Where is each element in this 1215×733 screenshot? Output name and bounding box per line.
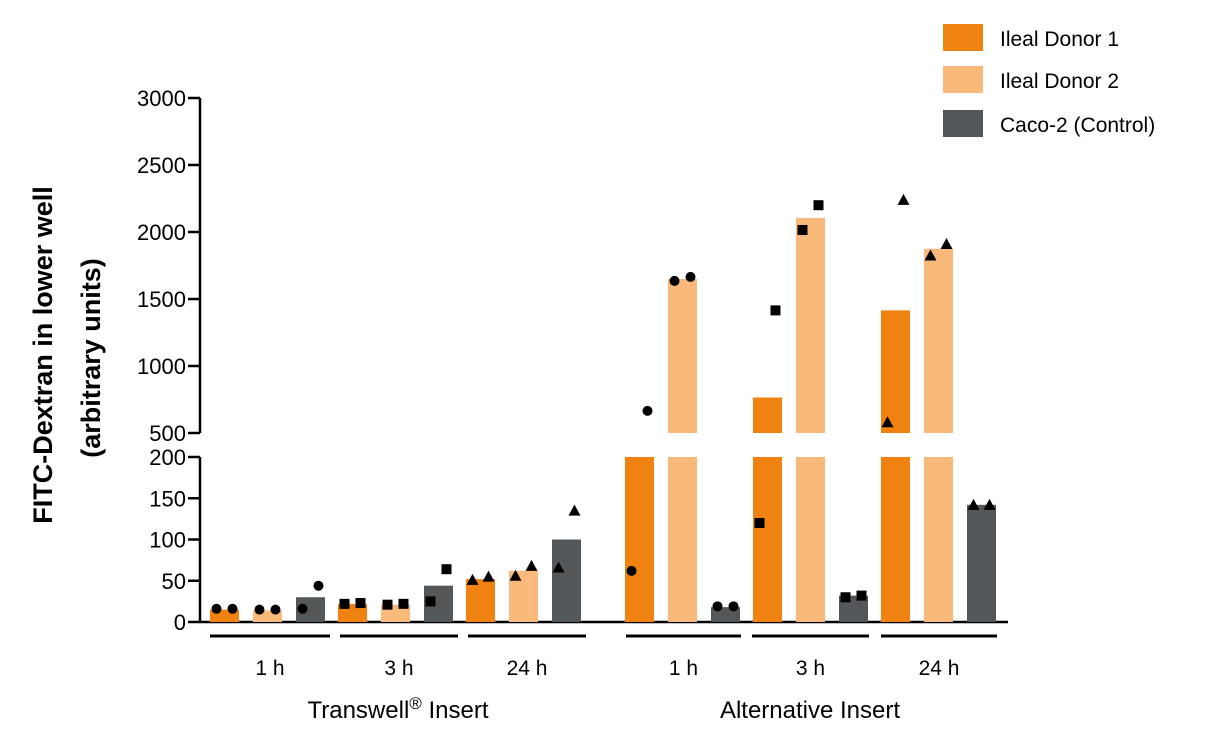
legend-label: Ileal Donor 2 [1000,70,1119,93]
data-points [211,193,996,615]
point-circle [270,604,281,615]
point-circle [254,604,265,615]
point-triangle [983,498,996,510]
point-square [770,305,781,316]
y-tick-label: 100 [149,528,186,553]
legend-swatch [943,24,983,51]
y-axis-title-line1: FITC-Dextran in lower well [28,186,58,524]
point-circle [313,580,324,591]
bar-lower-segment [881,457,910,622]
point-square [754,518,765,528]
y-tick-label: 1000 [137,354,186,379]
bar-lower-segment [924,457,953,622]
point-triangle [509,569,522,581]
bar-lower-segment [753,457,782,622]
point-triangle [897,193,910,205]
bar-upper-segment [668,278,697,433]
y-axis-title-line2: (arbitrary units) [76,258,106,458]
point-square [813,200,824,211]
y-tick-label: 2000 [137,220,186,245]
point-circle [669,275,680,286]
point-square [441,564,452,575]
point-square [398,598,409,609]
point-square [339,598,350,609]
point-square [797,224,808,235]
category-label: 24 h [507,657,548,680]
point-square [355,598,366,609]
bar-upper-segment [753,397,782,433]
point-triangle [881,416,894,428]
bar-upper-segment [924,248,953,433]
point-circle [642,405,653,416]
y-tick-label: 1500 [137,287,186,312]
category-label: 1 h [255,657,284,680]
legend: Ileal Donor 1 Ileal Donor 2 Caco-2 (Contro… [943,24,1155,137]
point-square [856,590,867,601]
point-circle [297,603,308,614]
point-triangle [568,504,581,516]
point-triangle [525,559,538,571]
y-tick-label: 200 [149,445,186,470]
bar-upper-segment [796,217,825,433]
x-axis-labels: 1 h 3 h 24 h 1 h 3 h 24 h Transwell® Insert Alt… [210,634,997,725]
point-circle [626,565,637,576]
category-label: 1 h [669,657,698,680]
point-circle [712,601,723,612]
point-triangle [482,570,495,582]
category-label: 3 h [796,657,825,680]
bar [253,610,282,622]
bar-lower-segment [796,457,825,622]
y-tick-label: 2500 [137,153,186,178]
category-label: 24 h [919,657,960,680]
legend-label: Caco-2 (Control) [1000,114,1155,137]
y-axis-title: FITC-Dextran in lower well (arbitrary un… [28,186,106,524]
bar [552,539,581,622]
bar-upper-segment [881,310,910,433]
point-triangle [940,238,953,250]
point-triangle [967,498,980,510]
point-circle [227,603,238,614]
group-label: Transwell® Insert [307,694,488,725]
point-circle [685,271,696,282]
bars [210,217,996,622]
y-tick-label: 500 [149,421,186,446]
y-tick-label: 150 [149,486,186,511]
bar-lower-segment [625,457,654,622]
point-square [382,599,393,610]
bar-lower-segment [668,457,697,622]
y-tick-label: 0 [174,610,186,635]
axes: 500 1000 1500 2000 2500 3000 0 50 100 150 200 [137,86,1008,635]
point-triangle [924,249,937,261]
point-square [840,592,851,603]
group-label: Alternative Insert [720,697,900,724]
legend-swatch [943,66,983,93]
y-tick-label: 50 [162,569,186,594]
point-triangle [466,573,479,585]
bar [466,579,495,622]
point-circle [728,601,739,612]
point-triangle [552,561,565,573]
legend-label: Ileal Donor 1 [1000,28,1119,51]
point-circle [211,603,222,614]
legend-swatch [943,110,983,137]
bar [967,504,996,622]
category-label: 3 h [384,657,413,680]
point-square [425,596,436,607]
y-tick-label: 3000 [137,86,186,111]
